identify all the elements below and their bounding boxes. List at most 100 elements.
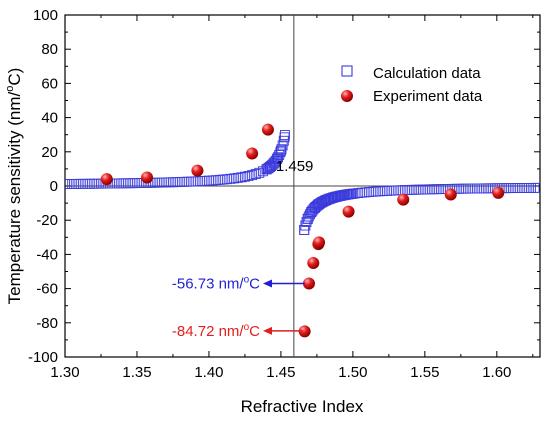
calculation-point [338,190,349,201]
calculation-point [529,182,540,193]
calculation-point [301,216,312,227]
calculation-point [185,176,196,187]
calculation-point [221,174,232,185]
x-axis-title: Refractive Index [241,397,364,416]
calculation-point [364,187,374,198]
calculation-point [239,171,250,182]
experiment-point [492,186,505,199]
calculation-point [247,170,258,181]
calculation-point [81,178,92,189]
legend-experiment-marker [341,90,353,102]
calculation-point [200,175,211,186]
y-axis-title-tail: C) [5,68,24,86]
experiment-point [397,193,410,206]
y-tick-label: -20 [36,212,58,229]
calculation-point [392,185,403,196]
calculation-point [382,185,392,196]
calculation-point [482,183,493,194]
calculation-point [214,174,225,185]
y-axis-title-main: Temperature sensitivity (nm/ [5,91,24,304]
y-axis-title-sup: o [4,86,16,92]
red-label-main: -84.72 nm/ [172,323,245,340]
calculation-point [407,184,418,195]
experiment-point [342,205,355,218]
calculation-point [178,176,189,187]
y-tick-label: -40 [36,246,58,263]
calculation-point [360,187,371,198]
calculation-point [196,176,207,187]
calculation-point [189,176,200,187]
y-tick-label: -100 [28,349,58,366]
calculation-point [232,172,243,183]
calculation-point [403,185,414,195]
blue-label-sup: o [244,274,250,285]
pole-value-label: 1.459 [276,158,314,175]
calculation-point [279,130,290,140]
experiment-point [246,147,259,160]
calculation-point [331,191,342,202]
calculation-point [317,197,328,208]
calculation-point [468,183,479,194]
calculation-point [310,202,320,213]
legend-experiment-label: Experiment data [373,88,483,105]
calculation-point [229,173,240,184]
calculation-point [525,182,536,193]
calculation-point [389,185,400,196]
calculation-point [250,169,261,180]
calculation-point [410,184,421,195]
calculation-point [342,189,353,200]
calculation-point [85,178,96,189]
legend: Calculation data Experiment data [341,65,483,105]
red-label-sup: o [244,322,250,333]
calculation-point [504,183,515,194]
y-axis-ticks: -100 -80 -60 -40 -20 0 20 40 60 80 100 [28,7,540,366]
calculation-point [114,178,124,189]
blue-sensitivity-label: -56.73 nm/oC [172,274,260,292]
x-axis-ticks: 1.30 1.35 1.40 1.45 1.50 1.55 1.60 [50,15,534,381]
calculation-point [78,178,88,189]
y-tick-label: -60 [36,281,58,298]
calculation-point [193,176,204,187]
calculation-point [279,132,290,143]
calculation-point [320,195,331,206]
calculation-point [236,172,247,183]
calculation-point [218,174,229,185]
calculation-point [171,177,182,188]
red-arrow-head [263,326,272,335]
y-tick-label: 40 [41,110,58,127]
x-tick-label: 1.30 [50,364,79,381]
calculation-point [515,183,526,193]
calculation-point [274,150,285,160]
calculation-point [324,193,335,204]
experiment-point [444,188,457,201]
blue-label-main: -56.73 nm/ [172,275,245,292]
calculation-point [378,186,389,197]
experiment-point [307,256,320,269]
calculation-point [346,189,356,199]
calculation-point [475,183,486,194]
calculation-point [88,178,99,189]
y-tick-label: -80 [36,315,58,332]
calculation-point [70,178,81,189]
calculation-point [74,178,85,189]
calculation-point [168,177,178,188]
calculation-point [511,183,522,193]
calculation-point [400,185,410,196]
blue-label-tail: C [249,275,260,292]
calculation-point [464,183,475,194]
red-label-tail: C [249,323,260,340]
legend-calculation-marker [341,65,353,77]
experiment-series [100,123,505,338]
calculation-point [203,175,214,186]
calculation-point [367,186,378,197]
calculation-point [507,183,518,194]
calculation-point [211,175,222,186]
calculation-point [356,187,367,198]
y-axis-title: Temperature sensitivity (nm/oC) [4,68,24,305]
experiment-point [302,277,315,290]
legend-calculation-label: Calculation data [373,65,481,82]
x-tick-label: 1.55 [410,364,439,381]
calculation-point [207,175,218,186]
experiment-point [191,164,204,177]
